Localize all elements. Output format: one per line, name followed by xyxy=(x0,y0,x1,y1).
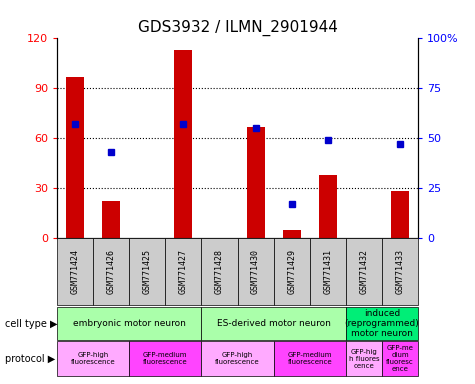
Text: GSM771426: GSM771426 xyxy=(107,249,115,294)
Text: GSM771424: GSM771424 xyxy=(71,249,79,294)
Text: GFP-medium
fluorescence: GFP-medium fluorescence xyxy=(143,352,188,365)
Text: GSM771430: GSM771430 xyxy=(251,249,260,294)
Text: GFP-me
dium
fluoresc
ence: GFP-me dium fluoresc ence xyxy=(386,345,414,372)
Text: GSM771431: GSM771431 xyxy=(323,249,332,294)
Text: protocol ▶: protocol ▶ xyxy=(5,354,55,364)
Text: GSM771425: GSM771425 xyxy=(143,249,152,294)
Bar xyxy=(102,202,120,238)
Text: GSM771429: GSM771429 xyxy=(287,249,296,294)
Bar xyxy=(391,192,409,238)
Title: GDS3932 / ILMN_2901944: GDS3932 / ILMN_2901944 xyxy=(138,20,337,36)
Bar xyxy=(247,127,265,238)
Text: GSM771433: GSM771433 xyxy=(396,249,404,294)
Text: ES-derived motor neuron: ES-derived motor neuron xyxy=(217,319,331,328)
Text: GFP-high
fluorescence: GFP-high fluorescence xyxy=(215,352,260,365)
Text: GFP-hig
h fluores
cence: GFP-hig h fluores cence xyxy=(349,349,379,369)
Bar xyxy=(319,175,337,238)
Text: induced
(reprogrammed)
motor neuron: induced (reprogrammed) motor neuron xyxy=(344,309,419,338)
Bar xyxy=(174,50,192,238)
Bar xyxy=(283,230,301,238)
Text: GSM771432: GSM771432 xyxy=(360,249,368,294)
Text: GFP-high
fluorescence: GFP-high fluorescence xyxy=(71,352,115,365)
Bar xyxy=(66,77,84,238)
Text: GFP-medium
fluorescence: GFP-medium fluorescence xyxy=(287,352,332,365)
Text: cell type ▶: cell type ▶ xyxy=(5,318,57,329)
Text: GSM771427: GSM771427 xyxy=(179,249,188,294)
Text: GSM771428: GSM771428 xyxy=(215,249,224,294)
Text: embryonic motor neuron: embryonic motor neuron xyxy=(73,319,186,328)
